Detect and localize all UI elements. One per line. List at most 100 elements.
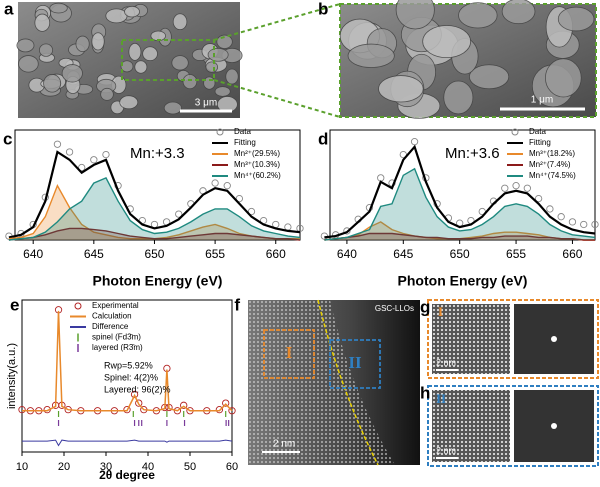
x-tick-label: 640	[23, 247, 43, 261]
data-point	[53, 140, 62, 148]
region-label: I	[438, 304, 443, 319]
data-point	[557, 213, 565, 221]
particle	[172, 13, 188, 31]
fft-spot	[551, 423, 557, 429]
scale-label: 3 μm	[195, 98, 217, 109]
x-tick-label: 30	[100, 461, 112, 473]
particle	[395, 0, 435, 30]
data-point	[18, 406, 26, 414]
legend-label: Mn³⁺(18.2%)	[529, 149, 575, 158]
particle	[18, 55, 39, 73]
x-tick-label: 10	[16, 461, 28, 473]
legend-marker	[74, 302, 82, 310]
boundary	[317, 299, 379, 466]
data-point	[512, 181, 520, 190]
particle	[34, 13, 51, 32]
x-tick-label: 20	[58, 461, 70, 473]
particle	[134, 60, 148, 74]
particle	[557, 6, 595, 32]
x-tick-label: 655	[506, 247, 526, 261]
series-line	[22, 439, 233, 447]
data-point	[215, 406, 224, 414]
particle	[142, 46, 158, 62]
data-point	[211, 179, 219, 187]
particle	[501, 0, 536, 25]
x-tick-label: 660	[562, 247, 582, 261]
x-tick-label: 655	[205, 247, 225, 261]
series-line	[8, 227, 301, 241]
particle	[214, 86, 231, 97]
sem-image-a	[16, 2, 243, 118]
data-point	[284, 223, 292, 231]
fft-spot	[551, 336, 557, 342]
particle	[347, 43, 395, 68]
lattice	[248, 300, 395, 465]
data-point	[591, 220, 599, 229]
particle	[39, 43, 54, 57]
particle	[16, 38, 35, 53]
particle	[75, 35, 90, 53]
annotation: Mn:+3.3	[130, 145, 185, 162]
legend-label: Mn⁴⁺(74.5%)	[529, 171, 576, 180]
particle	[545, 58, 582, 98]
particle	[216, 34, 233, 49]
x-axis-label: Photon Energy (eV)	[398, 273, 528, 289]
panel-label: b	[318, 0, 328, 18]
series-line	[22, 310, 233, 412]
data-point	[222, 399, 230, 407]
zoom-box	[121, 39, 215, 81]
series-line	[8, 177, 301, 241]
x-tick-label: 50	[184, 461, 196, 473]
data-point	[501, 184, 509, 192]
data-point	[180, 401, 188, 409]
zoom-line	[213, 79, 341, 118]
plot-frame	[329, 129, 596, 241]
data-point	[90, 156, 98, 164]
data-point	[228, 407, 236, 415]
particle	[163, 101, 182, 115]
data-point	[235, 194, 244, 203]
particle	[458, 2, 498, 29]
particle	[182, 74, 198, 90]
particle	[225, 68, 239, 85]
x-tick-label: 660	[266, 247, 286, 261]
x-tick-label: 650	[144, 247, 164, 261]
particle	[120, 60, 134, 73]
data-point	[130, 390, 139, 399]
data-point	[580, 220, 588, 229]
scale-label: 2 nm	[436, 445, 456, 455]
area-fill	[324, 168, 595, 240]
fit-stat: Rwp=5.92%	[104, 360, 153, 370]
particle	[443, 80, 474, 115]
data-point	[546, 205, 554, 213]
particle	[105, 8, 128, 24]
data-point	[523, 184, 531, 192]
data-point	[102, 150, 110, 159]
series-line	[324, 232, 595, 241]
legend-label: Experimental	[92, 301, 139, 310]
data-point	[410, 137, 419, 146]
area-fill	[324, 233, 595, 240]
panel-label: e	[10, 295, 19, 314]
particle	[128, 42, 142, 61]
legend-label: Data	[529, 127, 546, 136]
legend-label: Mn²⁺(7.4%)	[529, 160, 571, 169]
area-fill	[8, 177, 301, 240]
panel-label: a	[4, 0, 14, 18]
particle	[100, 87, 114, 101]
region-box	[263, 329, 315, 379]
x-tick-label: 645	[393, 247, 413, 261]
scale-label: 1 μm	[531, 95, 553, 106]
particle	[91, 32, 105, 51]
particle	[61, 64, 83, 83]
data-point	[377, 174, 385, 182]
data-point	[247, 207, 256, 216]
data-point	[173, 407, 182, 415]
data-point	[568, 218, 577, 226]
series-line	[324, 167, 596, 241]
region-box	[329, 339, 381, 389]
sem-image-b	[339, 0, 597, 119]
particle	[124, 5, 140, 18]
panel-label: h	[420, 383, 430, 402]
series-line	[8, 150, 301, 239]
